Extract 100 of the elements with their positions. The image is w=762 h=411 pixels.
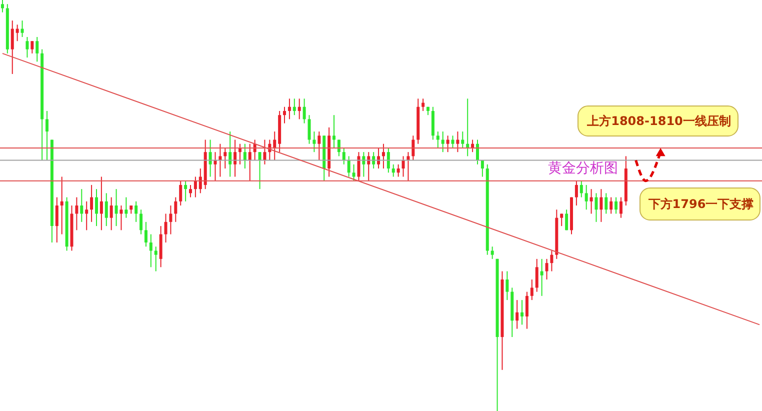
candlestick <box>283 106 286 124</box>
candlestick <box>584 184 588 210</box>
candlestick <box>224 147 227 170</box>
candlestick <box>169 205 172 235</box>
candlestick <box>520 300 524 326</box>
candlestick <box>352 164 356 182</box>
candlestick <box>140 209 143 235</box>
text: 黄金分析图 <box>548 160 618 176</box>
candlestick <box>104 192 108 227</box>
candlestick <box>525 291 528 330</box>
candlestick <box>20 20 24 38</box>
candlestick <box>318 131 321 161</box>
candlestick <box>120 205 123 231</box>
candlestick <box>154 246 158 272</box>
annotation: 上方1808-1810一线压制 <box>586 114 731 128</box>
candlestick <box>446 135 450 153</box>
candlestick <box>610 196 613 214</box>
candlestick <box>208 139 212 178</box>
candlestick <box>263 139 266 165</box>
candlestick <box>614 196 618 214</box>
candlestick <box>46 110 49 161</box>
candlestick <box>288 98 291 120</box>
candlestick <box>540 258 544 296</box>
candlestick <box>228 131 232 178</box>
candlestick <box>75 196 78 231</box>
candlestick <box>273 131 276 161</box>
candlestick <box>134 200 138 222</box>
candlestick <box>0 0 4 13</box>
candlestick <box>302 98 306 124</box>
candlestick <box>30 40 34 54</box>
candlestick <box>422 98 425 112</box>
candlestick <box>386 147 390 174</box>
candlestick <box>36 36 39 62</box>
candlestick <box>490 246 494 260</box>
candlestick <box>436 131 440 148</box>
candlestick <box>590 188 593 214</box>
candlestick <box>362 152 366 178</box>
candlestick <box>560 213 564 227</box>
candlestick <box>402 156 405 178</box>
candlestick <box>372 152 376 170</box>
candlestick <box>461 131 464 148</box>
candlestick <box>218 143 222 178</box>
candlestick <box>451 135 454 148</box>
candlestick <box>600 188 603 222</box>
candlestick <box>80 188 84 222</box>
candlestick <box>55 196 58 243</box>
candlestick <box>604 192 608 214</box>
candlestick <box>94 188 98 227</box>
candlestick <box>337 139 340 157</box>
candlestick <box>10 20 14 74</box>
candlestick <box>144 221 148 248</box>
candlestick <box>550 250 554 272</box>
candlestick <box>292 98 296 116</box>
candlestick <box>194 176 197 198</box>
candlestick <box>243 143 246 170</box>
candlestick <box>114 188 118 227</box>
candlestick <box>574 180 578 206</box>
candlestick <box>565 209 568 231</box>
candlestick <box>441 131 444 153</box>
candlestick <box>258 152 262 190</box>
candlestick <box>198 168 202 194</box>
candlestick <box>535 258 538 292</box>
candlestick <box>530 278 534 301</box>
candlestick <box>308 114 311 144</box>
candlestick <box>480 160 484 178</box>
candlestick <box>619 196 622 218</box>
candlestick <box>298 98 301 120</box>
candlestick <box>594 192 598 222</box>
candlestick <box>332 114 336 148</box>
candlestick <box>100 176 103 231</box>
candlestick <box>506 270 509 301</box>
candlestick <box>357 152 360 182</box>
candlestick <box>406 152 410 182</box>
candlestick <box>248 143 252 182</box>
candlestick <box>412 135 415 161</box>
candlestick <box>184 180 188 202</box>
candlestick <box>189 184 192 198</box>
candlestick <box>580 180 583 198</box>
candlestick <box>110 196 113 231</box>
candlestick <box>392 164 395 178</box>
candlestick <box>16 24 19 42</box>
candlestick <box>90 184 94 222</box>
candlestick <box>60 176 64 235</box>
candlestick <box>234 139 237 178</box>
candlestick <box>85 200 88 231</box>
candlestick <box>174 196 178 222</box>
candlestick <box>312 131 316 153</box>
candlestick <box>377 147 380 170</box>
candlestick <box>26 36 29 58</box>
candlestick <box>545 258 548 280</box>
candlestick <box>476 139 479 165</box>
candlestick <box>396 164 400 178</box>
candlestick <box>516 300 519 330</box>
candlestick <box>367 152 370 182</box>
annotation: 下方1796一下支撑 <box>647 197 754 211</box>
candlestick <box>124 196 128 218</box>
candlestick <box>347 156 350 178</box>
candlestick <box>382 143 385 170</box>
candlestick <box>456 131 460 153</box>
candlestick <box>179 180 182 206</box>
